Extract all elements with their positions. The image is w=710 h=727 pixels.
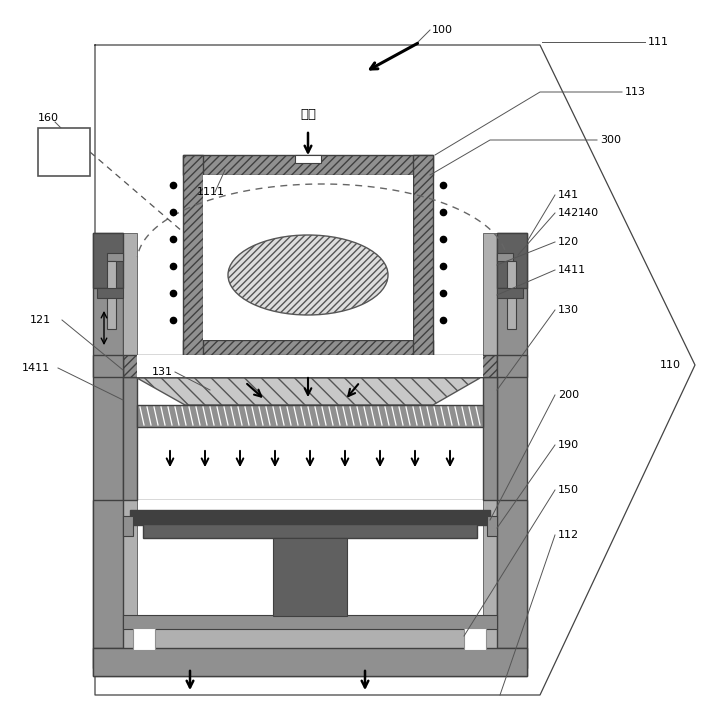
Text: 113: 113	[625, 87, 646, 97]
Text: 1111: 1111	[197, 187, 225, 197]
Bar	[130, 510, 490, 525]
Bar	[133, 628, 155, 650]
Text: 130: 130	[558, 305, 579, 315]
Bar	[123, 233, 137, 668]
Text: 140: 140	[578, 208, 599, 218]
Bar	[93, 233, 123, 668]
Text: 150: 150	[558, 485, 579, 495]
Ellipse shape	[228, 235, 388, 315]
Text: 110: 110	[660, 360, 681, 370]
Bar	[143, 524, 477, 538]
Bar	[123, 355, 497, 377]
Bar	[273, 538, 347, 616]
Text: 111: 111	[648, 37, 669, 47]
Bar	[123, 377, 497, 500]
Bar	[487, 516, 497, 536]
Text: 200: 200	[558, 390, 579, 400]
Text: 300: 300	[600, 135, 621, 145]
Bar	[497, 233, 527, 288]
Text: 131: 131	[152, 367, 173, 377]
Bar	[137, 355, 483, 377]
Bar	[93, 500, 123, 648]
Text: 141: 141	[558, 190, 579, 200]
Bar	[413, 155, 433, 360]
Bar	[497, 288, 523, 298]
Text: 142: 142	[558, 208, 579, 218]
Text: 190: 190	[558, 440, 579, 450]
Polygon shape	[137, 378, 480, 405]
Text: 100: 100	[432, 25, 453, 35]
Bar	[295, 155, 321, 163]
Bar	[464, 628, 486, 650]
Bar	[123, 377, 137, 500]
Bar	[507, 261, 516, 329]
Bar	[497, 500, 527, 648]
Bar	[123, 516, 133, 536]
Text: 气体: 气体	[300, 108, 316, 121]
Bar	[123, 628, 497, 650]
Bar	[497, 233, 527, 668]
Text: 121: 121	[30, 315, 51, 325]
Bar	[93, 648, 527, 676]
Bar	[183, 155, 433, 175]
Bar	[123, 615, 497, 629]
Bar	[483, 233, 497, 668]
Bar	[97, 288, 123, 298]
Text: 112: 112	[558, 530, 579, 540]
Bar	[93, 355, 123, 377]
Text: 160: 160	[38, 113, 59, 123]
Text: 120: 120	[558, 237, 579, 247]
Text: 1411: 1411	[22, 363, 50, 373]
Bar	[183, 155, 203, 360]
Bar	[123, 500, 497, 648]
Bar	[137, 405, 483, 427]
Bar	[107, 253, 123, 261]
Bar	[483, 377, 497, 500]
Bar	[93, 648, 527, 676]
Text: 1411: 1411	[558, 265, 586, 275]
Bar	[93, 233, 123, 288]
Bar	[203, 175, 413, 340]
Bar	[38, 128, 90, 176]
Bar	[497, 253, 513, 261]
Bar	[183, 340, 433, 360]
Bar	[107, 261, 116, 329]
Bar	[497, 355, 527, 377]
